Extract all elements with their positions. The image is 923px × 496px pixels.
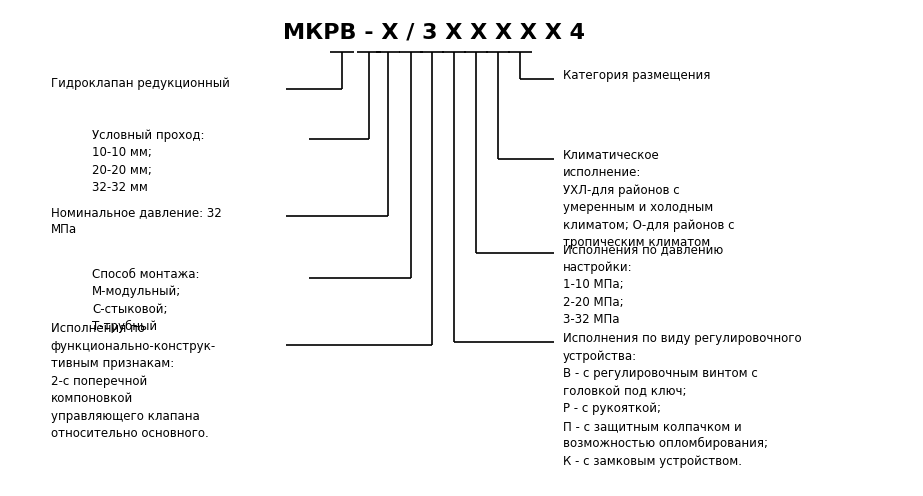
Text: Условный проход:
10-10 мм;
20-20 мм;
32-32 мм: Условный проход: 10-10 мм; 20-20 мм; 32-… — [92, 129, 205, 194]
Text: Исполнения по виду регулировочного
устройства:
В - с регулировочным винтом с
гол: Исполнения по виду регулировочного устро… — [563, 332, 802, 468]
Text: МКРВ - Х / 3 Х Х Х Х Х 4: МКРВ - Х / 3 Х Х Х Х Х 4 — [282, 22, 585, 42]
Text: Способ монтажа:
М-модульный;
С-стыковой;
Т-трубный: Способ монтажа: М-модульный; С-стыковой;… — [92, 268, 199, 333]
Text: Климатическое
исполнение:
УХЛ-для районов с
умеренным и холодным
климатом; О-для: Климатическое исполнение: УХЛ-для районо… — [563, 149, 735, 249]
Text: Гидроклапан редукционный: Гидроклапан редукционный — [51, 77, 230, 90]
Text: Номинальное давление: 32
МПа: Номинальное давление: 32 МПа — [51, 206, 222, 236]
Text: Исполнения по
функционально-конструк-
тивным признакам:
2-с поперечной
компоновк: Исполнения по функционально-конструк- ти… — [51, 322, 216, 440]
Text: Категория размещения: Категория размещения — [563, 69, 711, 82]
Text: Исполнения по давлению
настройки:
1-10 МПа;
2-20 МПа;
3-32 МПа: Исполнения по давлению настройки: 1-10 М… — [563, 243, 724, 326]
